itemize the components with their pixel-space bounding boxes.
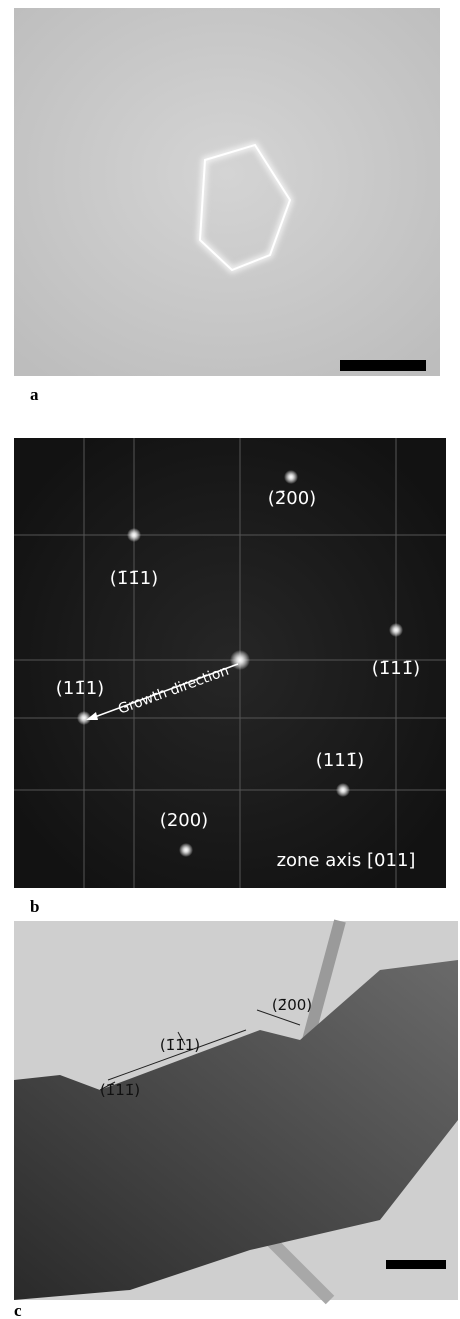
figure: a (2̄00) (1̄1̄1) (1̄11̄) (11̄1) Growth d… [0,0,460,1319]
index-label: (111̄) [316,750,364,771]
zone-axis-label: zone axis [011] [277,850,416,871]
index-label: (1̄1̄1) [160,1036,200,1054]
panel-c: (2̄00) (1̄1̄1) (1̄11̄) c [14,921,458,1319]
index-label: (2̄00) [268,488,316,509]
index-label: (200) [160,810,208,831]
index-label: (1̄1̄1) [110,568,158,589]
panel-label: c [14,1301,22,1319]
index-label: (1̄11̄) [100,1081,140,1099]
index-label: (11̄1) [56,678,104,699]
panel-label: a [30,385,39,404]
scale-bar [340,360,426,371]
index-label: (1̄11̄) [372,658,420,679]
panel-label: b [30,897,39,916]
scale-bar [386,1260,446,1269]
micrograph [14,8,440,376]
panel-a: a [14,8,440,404]
index-label: (2̄00) [272,996,312,1014]
panel-b: (2̄00) (1̄1̄1) (1̄11̄) (11̄1) Growth dir… [14,438,446,916]
